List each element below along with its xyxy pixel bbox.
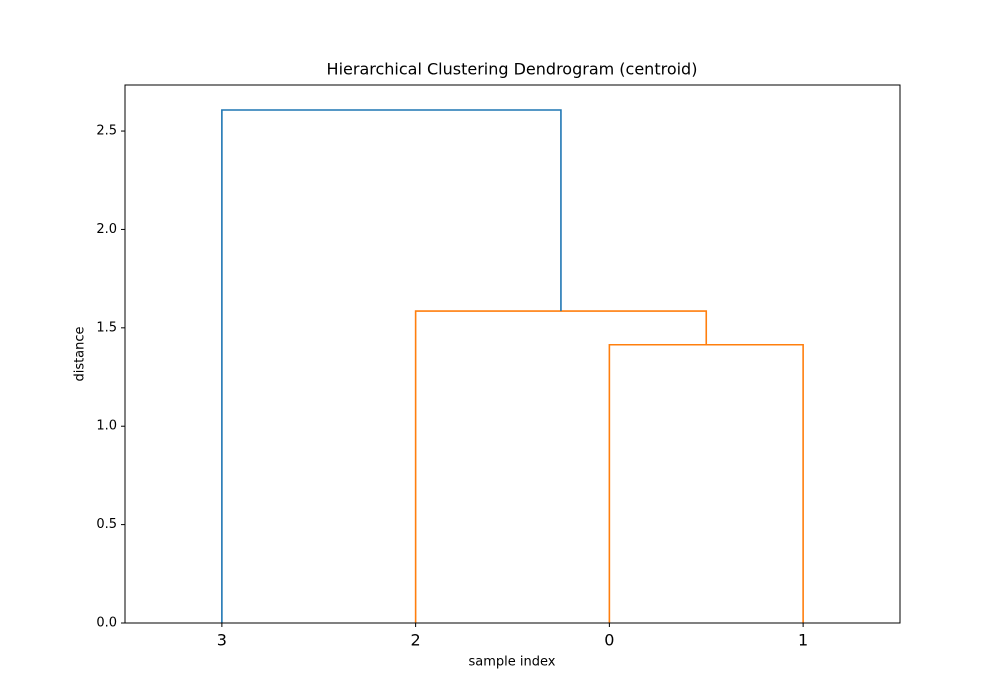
y-axis-label: distance: [73, 326, 88, 381]
x-tick-label: 3: [217, 631, 227, 650]
x-tick-label: 2: [411, 631, 421, 650]
y-tick-label: 0.5: [96, 517, 117, 532]
chart-title: Hierarchical Clustering Dendrogram (cent…: [327, 60, 698, 79]
y-tick-label: 2.0: [96, 222, 117, 237]
x-tick-label: 0: [604, 631, 614, 650]
dendrogram-link: [608, 343, 804, 623]
y-tick-label: 2.5: [96, 124, 117, 139]
x-tick-label: 1: [798, 631, 808, 650]
y-tick-label: 1.0: [96, 419, 117, 434]
y-tick-label: 1.5: [96, 320, 117, 335]
dendrogram-link: [221, 109, 562, 623]
y-tick-label: 0.0: [96, 616, 117, 631]
plot-frame: [124, 84, 901, 624]
x-axis-label: sample index: [469, 655, 556, 670]
dendrogram-link: [414, 310, 708, 623]
